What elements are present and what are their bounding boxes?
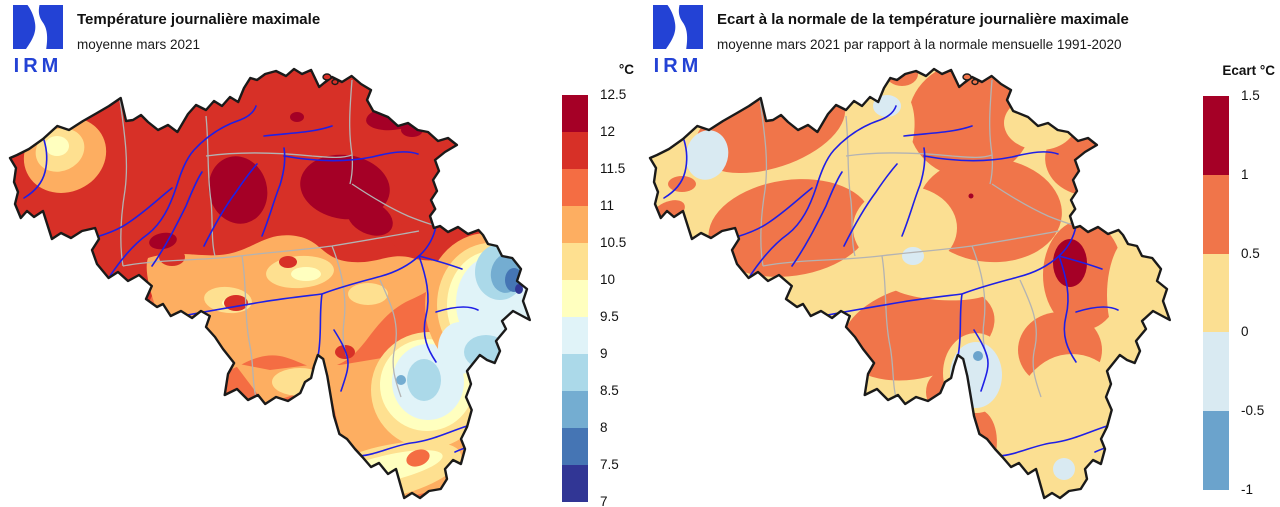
colorbar-tick-label: 10.5 xyxy=(600,235,627,251)
right-panel-subtitle: moyenne mars 2021 par rapport à la norma… xyxy=(717,37,1122,52)
colorbar-tick-label: 11.5 xyxy=(600,161,626,177)
colorbar-bands xyxy=(562,95,588,502)
colorbar-tick-label: 0.5 xyxy=(1241,245,1260,261)
irm-logo-text: IRM xyxy=(653,55,703,77)
colorbar-tick-label: 9.5 xyxy=(600,309,619,325)
colorbar-tick-label: 8.5 xyxy=(600,383,619,399)
colorbar-tick-label: 0 xyxy=(1241,324,1249,340)
left-panel-title: Température journalière maximale xyxy=(77,11,321,28)
colorbar-tick-label: -1 xyxy=(1241,482,1254,498)
colorbar-tick-label: 7 xyxy=(600,494,608,507)
anomaly-colorbar: Ecart °C 1.5 1 0.5 0 -0.5 -1 xyxy=(1203,63,1275,497)
colorbar-band xyxy=(1203,174,1229,254)
left-panel-subtitle: moyenne mars 2021 xyxy=(77,37,201,52)
colorbar-band xyxy=(562,132,588,169)
left-panel-header: Température journalière maximale moyenne… xyxy=(77,11,320,53)
temperature-map xyxy=(8,67,531,500)
colorbar-band xyxy=(1203,96,1229,175)
colorbar-band xyxy=(562,95,588,132)
irm-logo: IRM xyxy=(648,5,708,76)
temperature-contour-fills xyxy=(10,69,530,498)
irm-logo: IRM xyxy=(8,5,68,76)
temperature-colorbar: °C 12.5 12 11.5 11 10.5 10 9.5 9 8.5 8 7.5 7 xyxy=(562,62,634,507)
irm-logo-mark xyxy=(653,5,703,49)
right-panel-header: Ecart à la normale de la température jou… xyxy=(717,11,1129,53)
anomaly-contour-fills xyxy=(650,69,1170,498)
colorbar-band xyxy=(562,317,588,354)
colorbar-band xyxy=(562,391,588,428)
colorbar-tick-label: 12 xyxy=(600,124,616,140)
colorbar-tick-label: 8 xyxy=(600,420,608,436)
colorbar-tick-label: 9 xyxy=(600,346,608,362)
colorbar-band xyxy=(562,243,588,280)
colorbar-band xyxy=(562,280,588,317)
anomaly-map xyxy=(648,67,1172,500)
colorbar-tick-label: 12.5 xyxy=(600,87,627,103)
colorbar-bands xyxy=(1203,96,1229,490)
colorbar-band xyxy=(562,169,588,206)
colorbar-tick-label: 7.5 xyxy=(600,457,619,473)
right-panel-title: Ecart à la normale de la température jou… xyxy=(717,11,1129,28)
irm-logo-mark xyxy=(13,5,63,49)
baarle-enclave xyxy=(962,73,979,86)
colorbar-band xyxy=(1203,253,1229,333)
colorbar-band xyxy=(562,206,588,243)
colorbar-tick-label: 10 xyxy=(600,272,616,288)
colorbar-band xyxy=(1203,332,1229,412)
baarle-enclave xyxy=(322,73,339,86)
colorbar-tick-label: -0.5 xyxy=(1241,403,1265,419)
colorbar-tick-label: 1.5 xyxy=(1241,88,1260,104)
colorbar-title: °C xyxy=(618,62,634,77)
colorbar-band xyxy=(562,465,588,502)
colorbar-tick-label: 1 xyxy=(1241,166,1249,182)
colorbar-band xyxy=(562,354,588,391)
colorbar-tick-label: 11 xyxy=(600,198,615,214)
colorbar-band xyxy=(1203,411,1229,490)
irm-logo-text: IRM xyxy=(13,55,63,77)
colorbar-band xyxy=(562,428,588,465)
colorbar-title: Ecart °C xyxy=(1222,63,1275,78)
